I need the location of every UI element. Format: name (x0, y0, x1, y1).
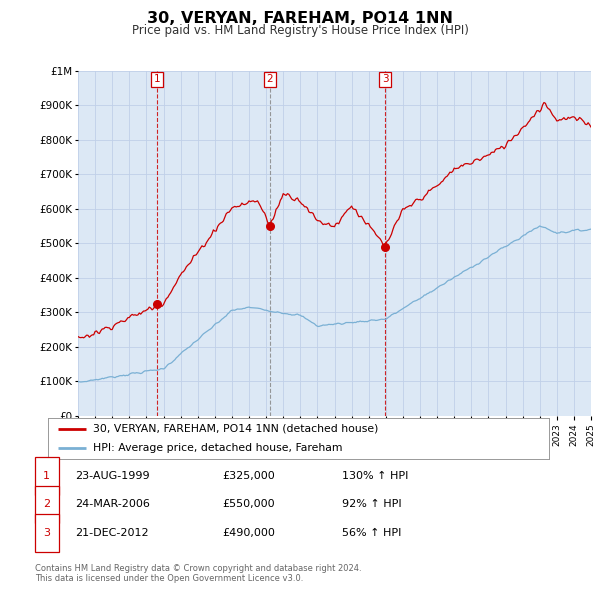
Text: Price paid vs. HM Land Registry's House Price Index (HPI): Price paid vs. HM Land Registry's House … (131, 24, 469, 37)
Text: 2: 2 (267, 74, 274, 84)
Text: 56% ↑ HPI: 56% ↑ HPI (342, 528, 401, 537)
Text: 92% ↑ HPI: 92% ↑ HPI (342, 500, 401, 509)
Text: 30, VERYAN, FAREHAM, PO14 1NN: 30, VERYAN, FAREHAM, PO14 1NN (147, 11, 453, 25)
Text: 1: 1 (154, 74, 161, 84)
Text: Contains HM Land Registry data © Crown copyright and database right 2024.
This d: Contains HM Land Registry data © Crown c… (35, 563, 361, 583)
Text: 24-MAR-2006: 24-MAR-2006 (75, 500, 150, 509)
Text: 1: 1 (43, 471, 50, 481)
Text: £550,000: £550,000 (222, 500, 275, 509)
Text: HPI: Average price, detached house, Fareham: HPI: Average price, detached house, Fare… (93, 443, 343, 453)
Text: 3: 3 (382, 74, 389, 84)
Text: 3: 3 (43, 528, 50, 537)
Text: 30, VERYAN, FAREHAM, PO14 1NN (detached house): 30, VERYAN, FAREHAM, PO14 1NN (detached … (93, 424, 379, 434)
Text: 23-AUG-1999: 23-AUG-1999 (75, 471, 149, 481)
Text: 21-DEC-2012: 21-DEC-2012 (75, 528, 149, 537)
Text: 130% ↑ HPI: 130% ↑ HPI (342, 471, 409, 481)
Text: £325,000: £325,000 (222, 471, 275, 481)
Text: 2: 2 (43, 500, 50, 509)
Text: £490,000: £490,000 (222, 528, 275, 537)
